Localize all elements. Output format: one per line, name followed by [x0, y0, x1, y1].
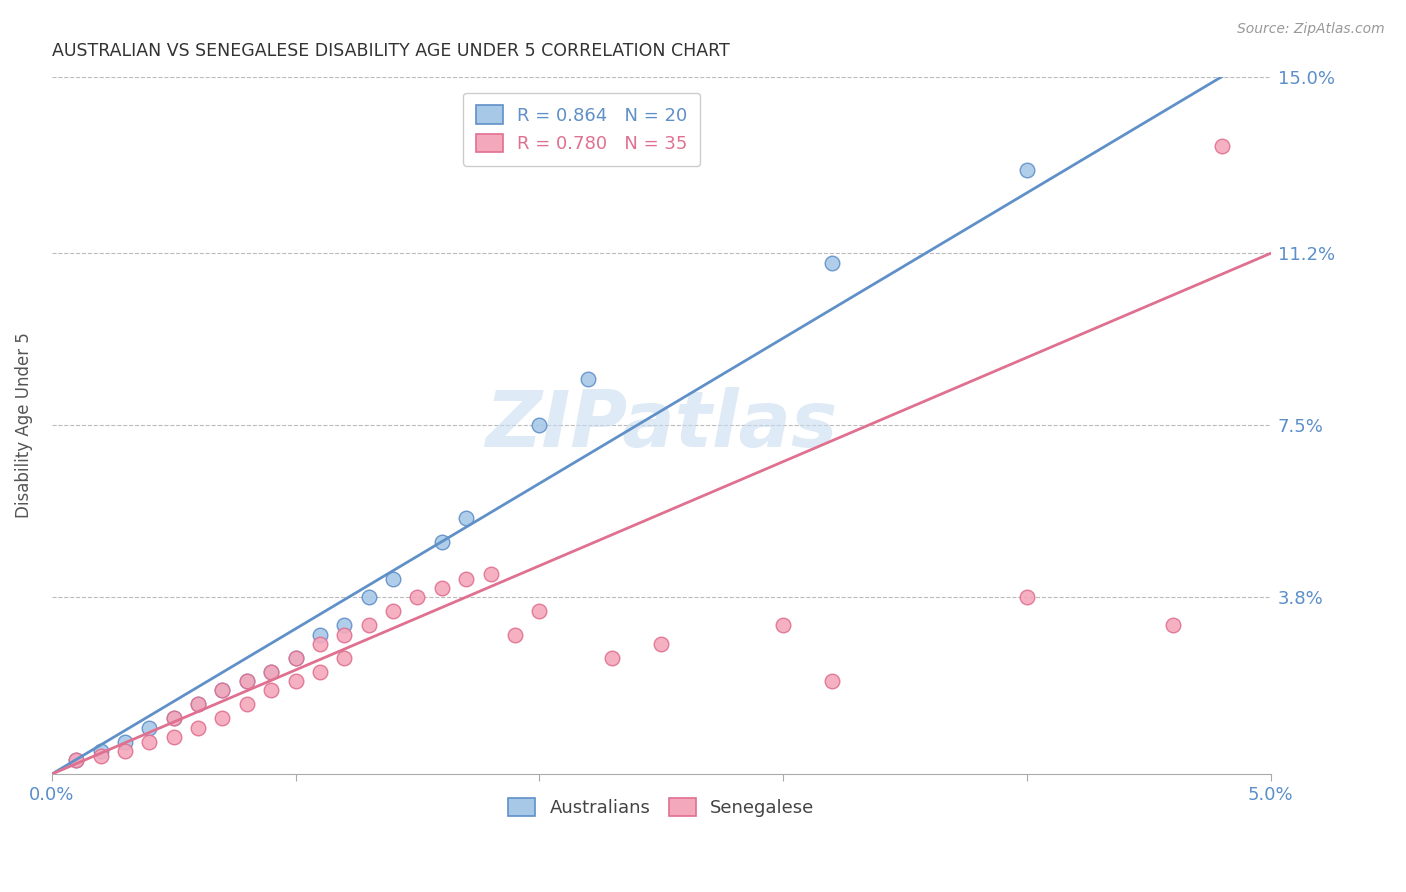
Text: Source: ZipAtlas.com: Source: ZipAtlas.com — [1237, 22, 1385, 37]
Point — [163, 730, 186, 744]
Point — [65, 753, 87, 767]
Point — [187, 721, 209, 735]
Point — [138, 721, 160, 735]
Point — [333, 651, 356, 665]
Point — [309, 637, 332, 651]
Point — [1015, 162, 1038, 177]
Point — [357, 591, 380, 605]
Point — [260, 683, 283, 698]
Point — [1161, 618, 1184, 632]
Point — [187, 698, 209, 712]
Point — [211, 683, 233, 698]
Y-axis label: Disability Age Under 5: Disability Age Under 5 — [15, 333, 32, 518]
Point — [430, 581, 453, 595]
Point — [138, 734, 160, 748]
Point — [284, 651, 307, 665]
Point — [163, 711, 186, 725]
Text: AUSTRALIAN VS SENEGALESE DISABILITY AGE UNDER 5 CORRELATION CHART: AUSTRALIAN VS SENEGALESE DISABILITY AGE … — [52, 42, 730, 60]
Point — [650, 637, 672, 651]
Point — [284, 651, 307, 665]
Point — [1211, 139, 1233, 153]
Point — [89, 744, 111, 758]
Point — [187, 698, 209, 712]
Point — [479, 567, 502, 582]
Point — [602, 651, 624, 665]
Point — [333, 627, 356, 641]
Point — [89, 748, 111, 763]
Point — [211, 683, 233, 698]
Legend: Australians, Senegalese: Australians, Senegalese — [501, 790, 821, 824]
Point — [114, 734, 136, 748]
Point — [456, 511, 478, 525]
Point — [65, 753, 87, 767]
Point — [382, 572, 405, 586]
Point — [430, 534, 453, 549]
Point — [260, 665, 283, 679]
Point — [236, 674, 259, 689]
Point — [1015, 591, 1038, 605]
Point — [333, 618, 356, 632]
Point — [821, 255, 844, 269]
Point — [576, 372, 599, 386]
Point — [529, 604, 551, 618]
Point — [503, 627, 526, 641]
Point — [357, 618, 380, 632]
Point — [114, 744, 136, 758]
Point — [382, 604, 405, 618]
Point — [456, 572, 478, 586]
Point — [821, 674, 844, 689]
Point — [211, 711, 233, 725]
Point — [309, 665, 332, 679]
Point — [236, 698, 259, 712]
Text: ZIPatlas: ZIPatlas — [485, 387, 838, 463]
Point — [236, 674, 259, 689]
Point — [260, 665, 283, 679]
Point — [284, 674, 307, 689]
Point — [309, 627, 332, 641]
Point — [406, 591, 429, 605]
Point — [529, 418, 551, 433]
Point — [772, 618, 794, 632]
Point — [163, 711, 186, 725]
